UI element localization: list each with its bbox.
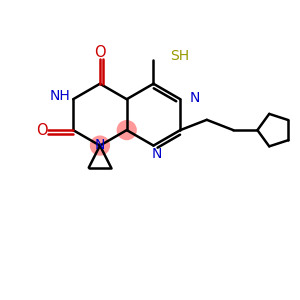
- Text: N: N: [95, 138, 105, 152]
- Circle shape: [117, 121, 136, 140]
- Text: N: N: [151, 147, 162, 161]
- Text: N: N: [190, 91, 200, 105]
- Text: NH: NH: [50, 89, 70, 103]
- Text: O: O: [36, 123, 47, 138]
- Circle shape: [91, 136, 110, 155]
- Text: O: O: [94, 45, 106, 60]
- Text: SH: SH: [170, 49, 189, 63]
